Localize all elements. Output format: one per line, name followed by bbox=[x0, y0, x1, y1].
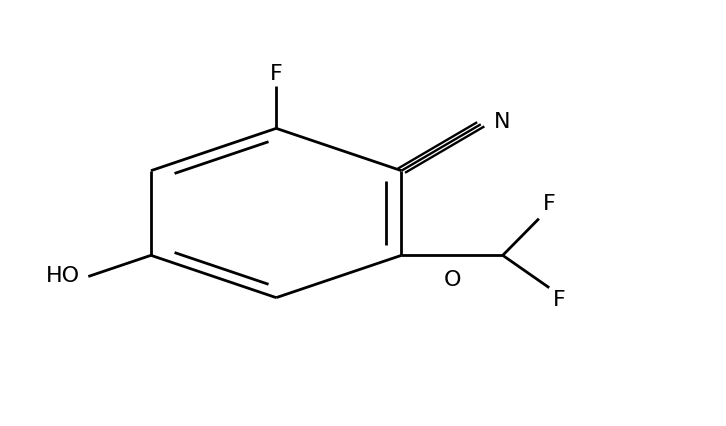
Text: F: F bbox=[270, 64, 282, 84]
Text: F: F bbox=[552, 290, 566, 310]
Text: F: F bbox=[542, 194, 555, 214]
Text: HO: HO bbox=[46, 267, 80, 286]
Text: N: N bbox=[494, 112, 510, 132]
Text: O: O bbox=[444, 270, 461, 290]
